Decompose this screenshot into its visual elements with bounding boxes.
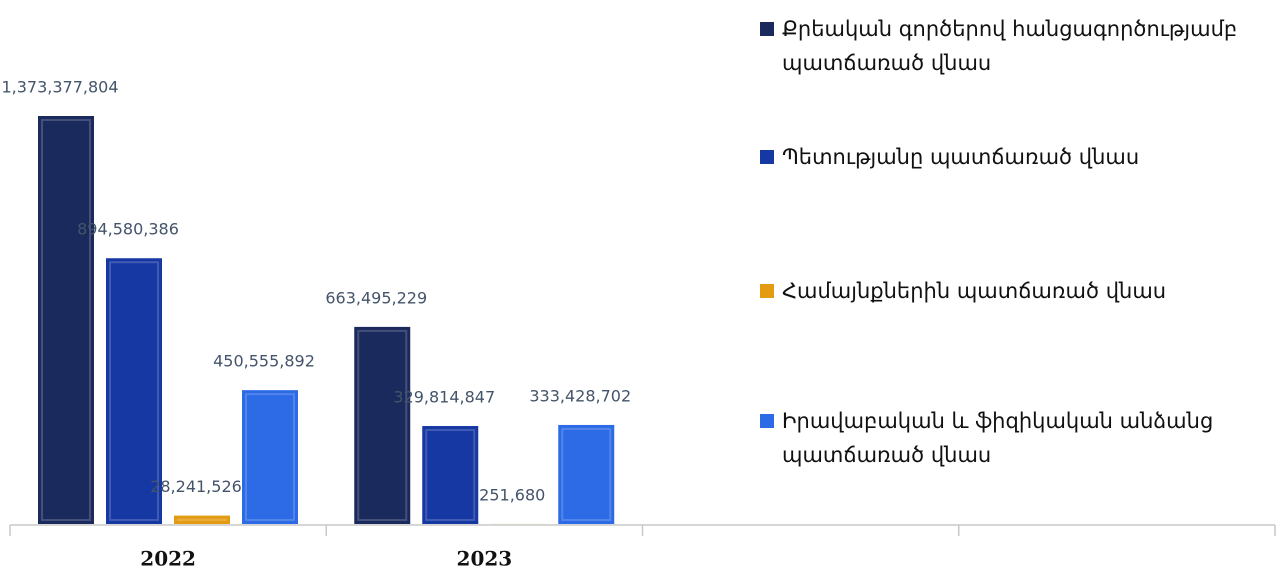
legend-item: Պետությանը պատճառած վնաս	[760, 140, 1260, 174]
bar-bevel	[357, 329, 408, 521]
data-label: 333,428,702	[529, 386, 631, 405]
bar-bevel	[109, 261, 159, 521]
data-label: 251,680	[479, 485, 545, 504]
bar-bevel	[245, 393, 295, 522]
legend-swatch	[760, 150, 774, 164]
legend-item: Իրավաբական և ֆիզիկական անձանց պատճառած վ…	[760, 404, 1260, 472]
bar-bevel	[41, 119, 91, 521]
bar-bevel	[425, 429, 476, 521]
legend: Քրեական գործերով հանցագործությամբ պատճառ…	[760, 0, 1270, 573]
legend-swatch	[760, 414, 774, 428]
legend-label: Քրեական գործերով հանցագործությամբ պատճառ…	[782, 17, 1238, 75]
data-label: 329,814,847	[393, 388, 495, 407]
legend-swatch	[760, 22, 774, 36]
bar	[174, 515, 230, 524]
data-label: 1,373,377,804	[1, 78, 118, 97]
bar	[106, 258, 162, 524]
bar	[242, 390, 298, 524]
bar	[38, 116, 94, 524]
bar	[354, 326, 411, 524]
bar	[422, 426, 479, 524]
data-label: 450,555,892	[213, 352, 315, 371]
bar-bevel	[561, 427, 612, 521]
legend-label: Համայնքներին պատճառած վնաս	[782, 279, 1167, 303]
legend-swatch	[760, 284, 774, 298]
x-tick-label: 2023	[457, 547, 513, 571]
data-label: 28,241,526	[150, 477, 242, 496]
data-label: 663,495,229	[325, 288, 427, 307]
bar	[558, 424, 615, 524]
legend-label: Պետությանը պատճառած վնաս	[782, 145, 1140, 169]
legend-item: Քրեական գործերով հանցագործությամբ պատճառ…	[760, 12, 1260, 80]
legend-item: Համայնքներին պատճառած վնաս	[760, 274, 1260, 308]
data-label: 894,580,386	[77, 220, 179, 239]
x-tick-label: 2022	[140, 547, 196, 571]
legend-label: Իրավաբական և ֆիզիկական անձանց պատճառած վ…	[782, 409, 1214, 467]
